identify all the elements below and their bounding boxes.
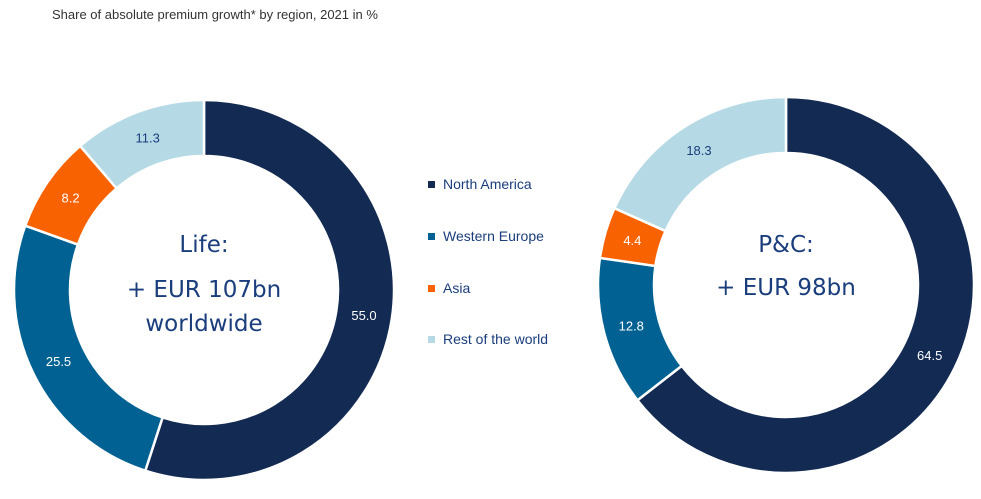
legend-item-western-europe: Western Europe xyxy=(428,227,544,245)
donut-center-text: worldwide xyxy=(145,311,262,337)
donut-center-text: + EUR 98bn xyxy=(716,275,856,301)
slice-value-label-western-europe: 25.5 xyxy=(46,354,71,369)
donut-chart-pc: 64.5 12.8 4.4 18.3 P&C: + EUR 98bn xyxy=(596,95,976,475)
donut-chart-life: 55.0 25.5 8.2 11.3 Life: + EUR 107bn worldwide xyxy=(12,98,396,482)
legend-swatch-asia xyxy=(428,284,435,292)
slice-value-label-rest-of-the-world: 18.3 xyxy=(686,143,711,158)
donut-slice-rest-of-the-world xyxy=(612,95,788,233)
legend-label: Western Europe xyxy=(443,228,544,244)
slice-value-label-rest-of-the-world: 11.3 xyxy=(136,131,160,146)
slice-value-label-asia: 8.2 xyxy=(62,191,80,206)
slice-value-label-western-europe: 12.8 xyxy=(619,318,644,333)
legend-label: Rest of the world xyxy=(443,331,549,347)
slice-value-label-asia: 4.4 xyxy=(623,233,641,248)
slice-value-label-north-america: 64.5 xyxy=(917,348,942,363)
donut-slice-western-europe xyxy=(12,224,165,473)
chart-title: Share of absolute premium growth* by reg… xyxy=(52,7,378,22)
legend-swatch-north-america xyxy=(428,180,435,188)
donut-slice-north-america xyxy=(143,98,396,482)
donut-center-text: P&C: xyxy=(758,232,814,258)
donut-center-text: Life: xyxy=(179,232,228,258)
legend-item-asia: Asia xyxy=(428,279,470,297)
slice-value-label-north-america: 55.0 xyxy=(351,308,376,323)
legend-label: North America xyxy=(443,176,532,192)
donut-slice-rest-of-the-world xyxy=(78,98,206,191)
legend-item-rest-of-the-world: Rest of the world xyxy=(428,330,548,348)
legend-swatch-western-europe xyxy=(428,232,435,240)
donut-slice-north-america xyxy=(635,95,976,475)
legend-label: Asia xyxy=(443,280,471,296)
legend-item-north-america: North America xyxy=(428,175,532,193)
donut-center-text: + EUR 107bn xyxy=(127,277,281,303)
legend-swatch-rest-of-the-world xyxy=(428,335,435,343)
